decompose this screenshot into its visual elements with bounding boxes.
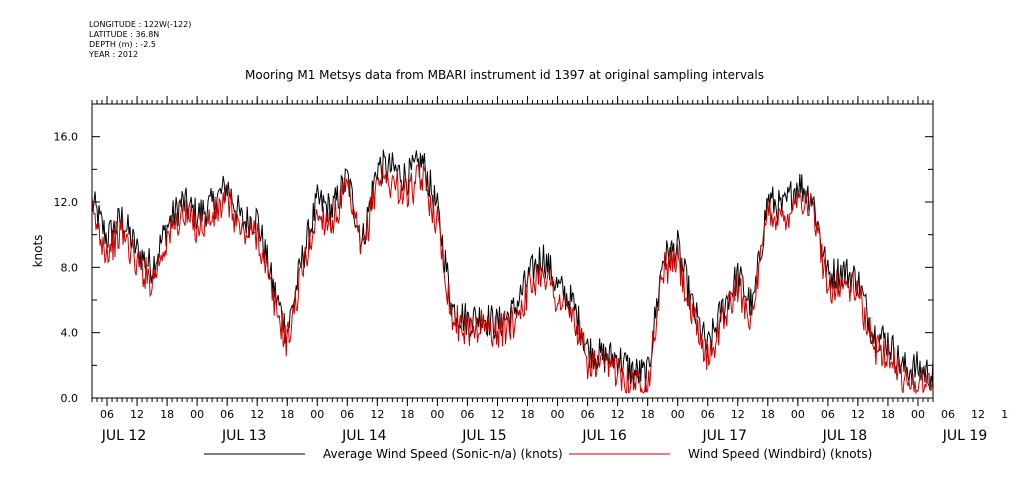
hour-tick-label: 06 [220, 408, 234, 421]
longitude-label: LONGITUDE : 122W(-122) [89, 20, 192, 29]
hour-tick-label: 12 [731, 408, 745, 421]
hour-tick-label: 06 [340, 408, 354, 421]
hour-tick-label: 06 [581, 408, 595, 421]
hour-tick-label: 00 [671, 408, 685, 421]
year-label: YEAR : 2012 [89, 50, 139, 59]
day-label: JUL 16 [581, 428, 627, 444]
legend: Average Wind Speed (Sonic-n/a) (knots) W… [204, 447, 872, 461]
day-label: JUL 18 [822, 428, 867, 444]
hour-tick-label: 06 [701, 408, 715, 421]
series-line-0 [91, 149, 934, 392]
latitude-label: LATITUDE : 36.8N [89, 30, 160, 39]
hour-tick-label: 12 [250, 408, 264, 421]
plot-frame [91, 103, 934, 399]
hour-tick-label: 18 [521, 408, 535, 421]
day-label: JUL 17 [702, 428, 747, 444]
hour-tick-label: 00 [190, 408, 204, 421]
hour-tick-label: 00 [911, 408, 925, 421]
legend-label-windbird: Wind Speed (Windbird) (knots) [688, 447, 872, 461]
hour-tick-label: 06 [821, 408, 835, 421]
hour-tick-label: 18 [160, 408, 174, 421]
hour-tick-label: 12 [611, 408, 625, 421]
chart-title: Mooring M1 Metsys data from MBARI instru… [245, 68, 764, 82]
hour-tick-label: 06 [460, 408, 474, 421]
y-tick-label: 4.0 [61, 327, 79, 340]
hour-tick-label: 00 [551, 408, 565, 421]
hour-tick-label: 12 [370, 408, 384, 421]
hour-tick-label: 18 [641, 408, 655, 421]
series-line-1 [91, 164, 934, 395]
day-label: JUL 14 [341, 428, 387, 444]
y-tick-label: 16.0 [54, 131, 79, 144]
legend-label-sonic: Average Wind Speed (Sonic-n/a) (knots) [323, 447, 563, 461]
hour-tick-label: 00 [310, 408, 324, 421]
hour-tick-label: 06 [941, 408, 955, 421]
y-tick-label: 0.0 [61, 392, 79, 405]
hour-tick-label: 18 [881, 408, 895, 421]
hour-tick-label: 00 [430, 408, 444, 421]
hour-tick-label: 12 [130, 408, 144, 421]
y-axis-label: knots [31, 235, 45, 268]
hour-tick-label: 18 [280, 408, 294, 421]
axis-ticks [91, 96, 934, 406]
hour-tick-label: 18 [1001, 408, 1009, 421]
y-tick-label: 8.0 [61, 261, 79, 274]
day-label: JUL 15 [461, 428, 506, 444]
day-label: JUL 19 [942, 428, 987, 444]
y-tick-label: 12.0 [54, 196, 79, 209]
hour-tick-label: 12 [851, 408, 865, 421]
hour-tick-label: 06 [100, 408, 114, 421]
depth-label: DEPTH (m) : -2.5 [89, 40, 156, 49]
mooring-metadata: LONGITUDE : 122W(-122) LATITUDE : 36.8N … [89, 20, 191, 60]
day-label: JUL 13 [221, 428, 266, 444]
hour-tick-label: 12 [971, 408, 985, 421]
hour-tick-label: 18 [761, 408, 775, 421]
hour-tick-label: 18 [400, 408, 414, 421]
hour-tick-label: 12 [490, 408, 504, 421]
hour-tick-label: 00 [791, 408, 805, 421]
series-layer [91, 149, 934, 395]
day-label: JUL 12 [101, 428, 146, 444]
axis-labels: 06 12 18 00 06 12 18 00 06 12 18 00 06 12 18 00 06 12 18 00… [54, 131, 1009, 444]
